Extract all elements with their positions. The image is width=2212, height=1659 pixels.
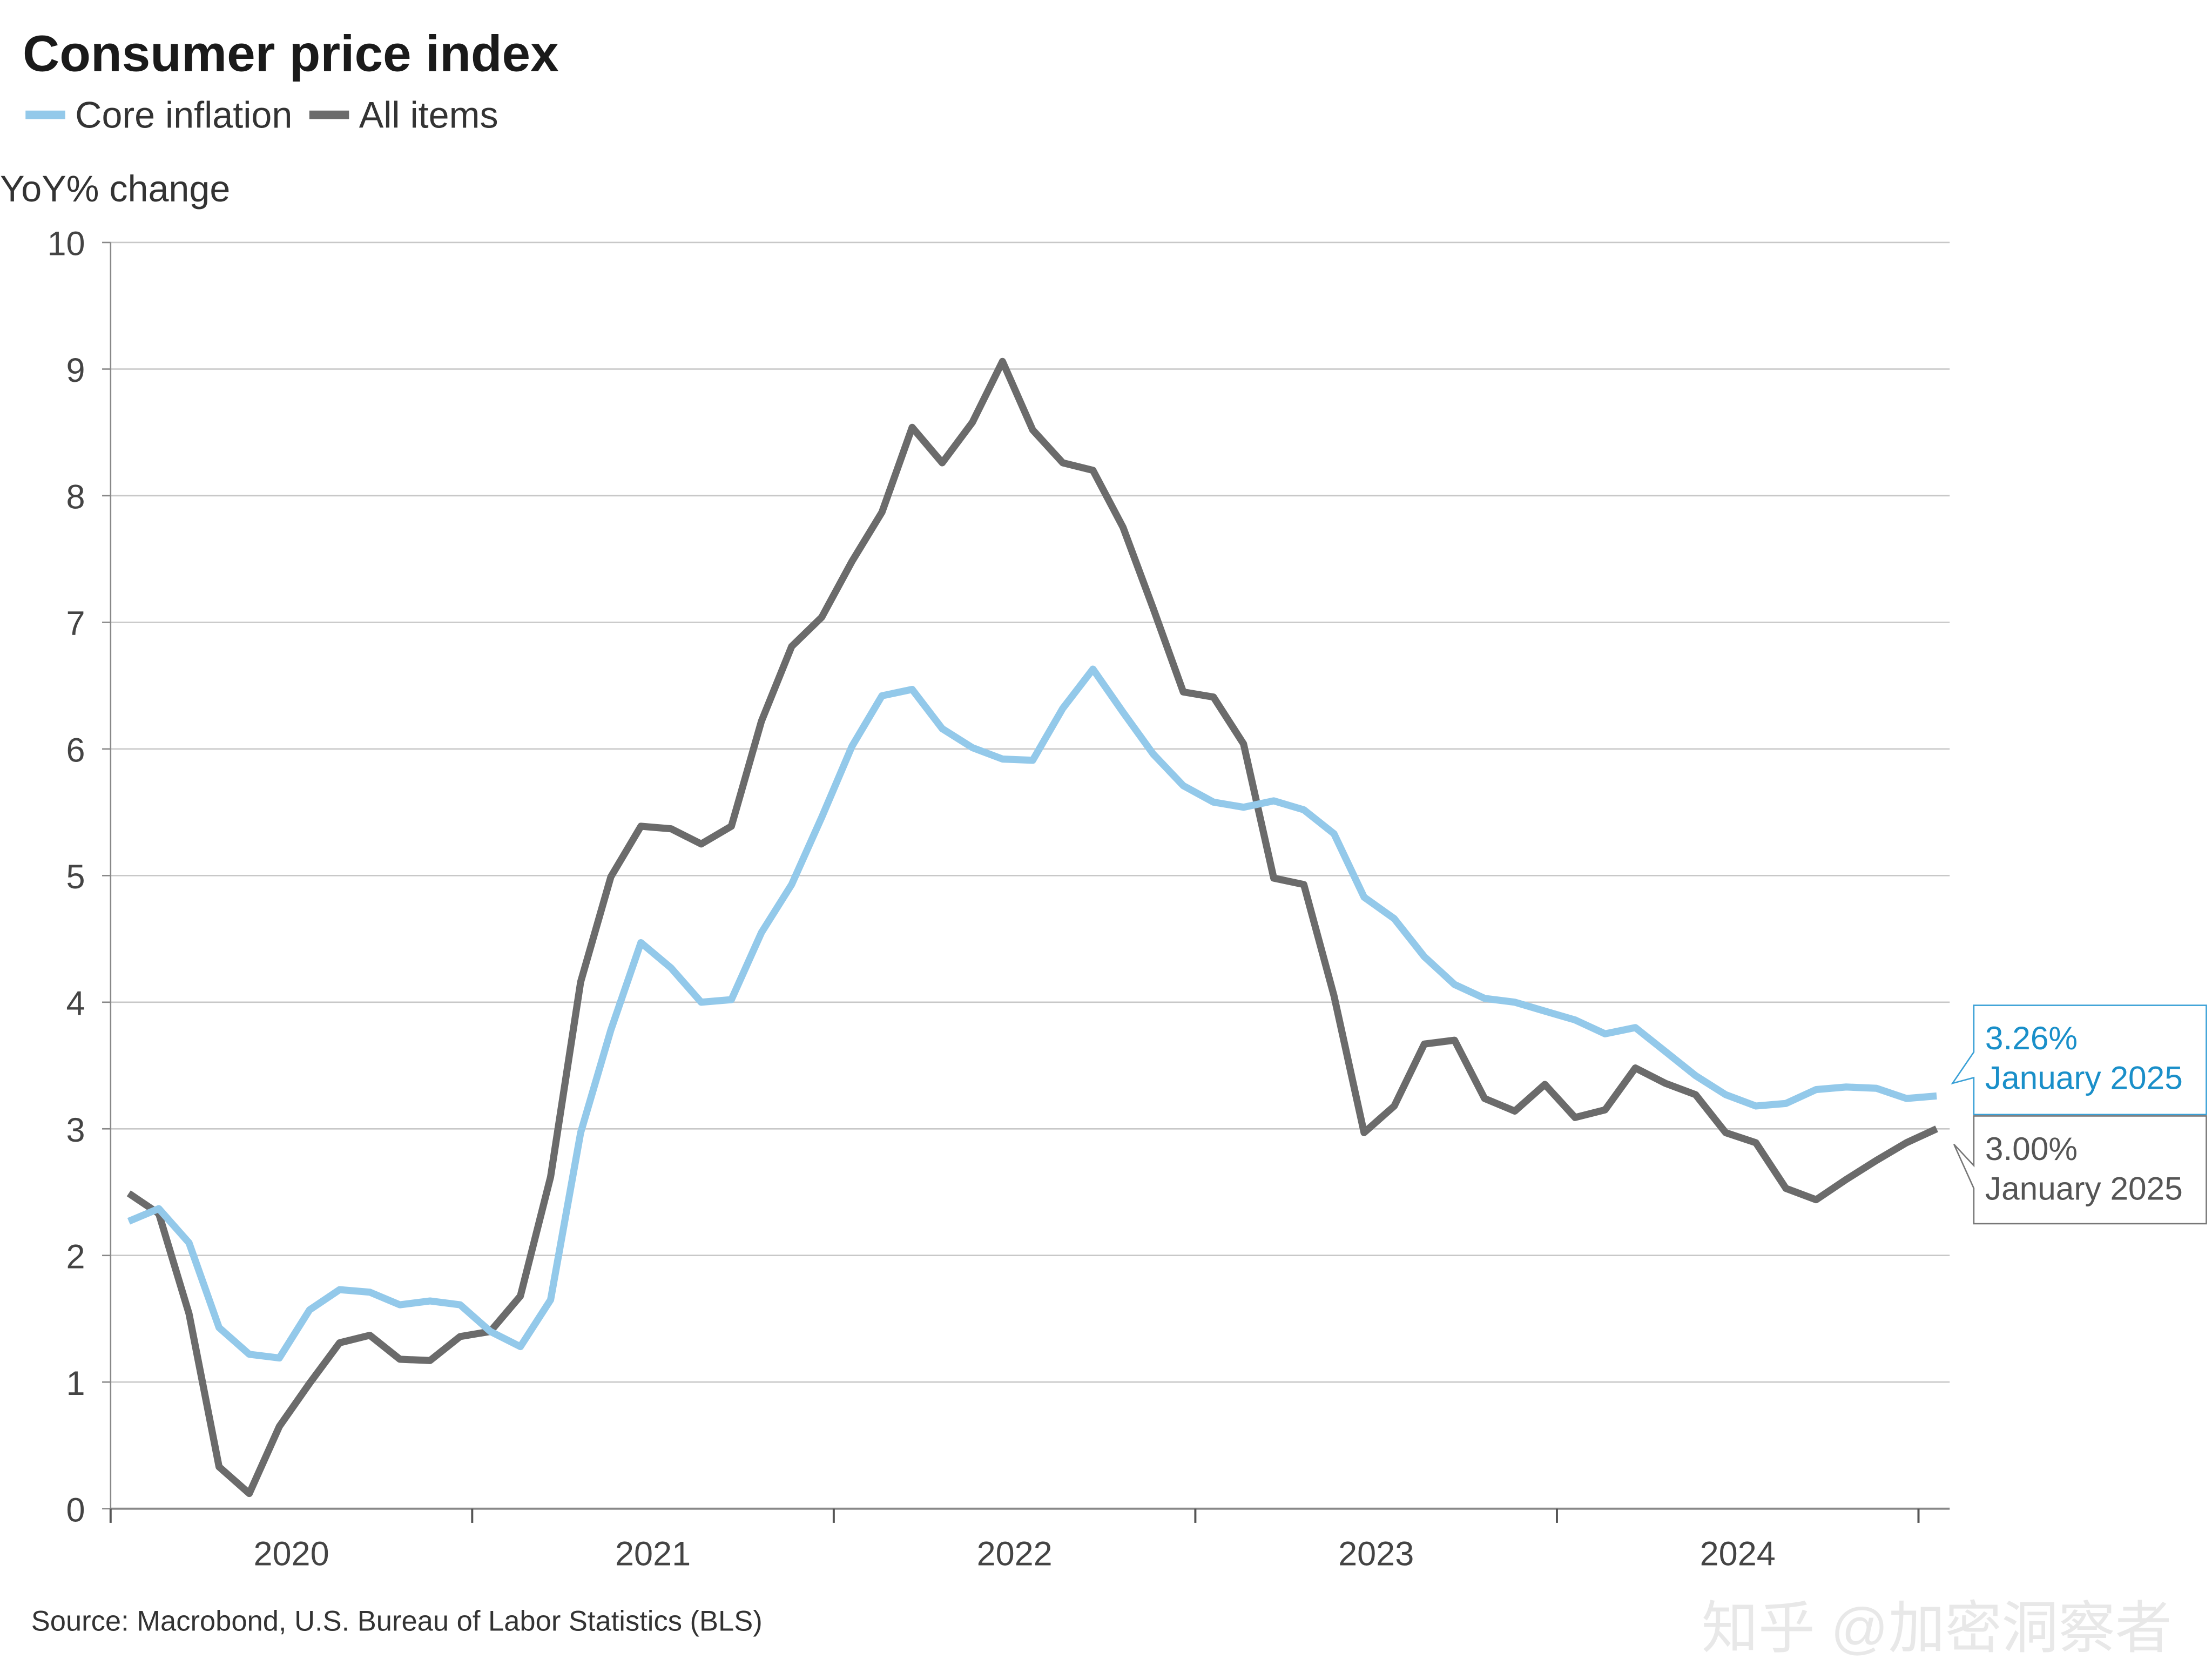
data-point-all [369, 1335, 370, 1336]
data-point-all [1816, 1199, 1817, 1200]
legend-label-all: All items [359, 95, 498, 136]
callout-all: 3.00% January 2025 [1953, 1115, 2207, 1225]
data-point-all [1002, 361, 1003, 362]
x-tick-label: 2020 [253, 1535, 329, 1573]
data-point-core [1364, 896, 1365, 898]
chart-title: Consumer price index [23, 25, 559, 82]
data-point-core [1635, 1027, 1636, 1028]
y-axis-ticks: 0 1 2 3 4 5 6 7 8 9 10 [47, 225, 112, 1529]
y-tick-label: 2 [66, 1238, 85, 1276]
callout-core-value: 3.26% [1985, 1020, 2078, 1056]
y-tick-label: 8 [66, 478, 85, 516]
series-line-all-items [126, 358, 1938, 1498]
y-tick-label: 6 [66, 731, 85, 769]
callout-all-value: 3.00% [1985, 1130, 2078, 1167]
data-point-all [279, 1426, 280, 1427]
x-tick-label: 2024 [1700, 1535, 1776, 1573]
gridlines [110, 241, 1950, 1383]
data-point-all [1092, 470, 1093, 471]
data-point-all [972, 422, 973, 423]
series-line-core-inflation [127, 665, 1937, 1362]
y-tick-label: 3 [66, 1111, 85, 1149]
data-point-all [1725, 1132, 1726, 1133]
y-axis-label: YoY% change [0, 168, 230, 210]
x-tick-label: 2021 [615, 1535, 691, 1573]
data-point-all [1665, 1083, 1666, 1084]
legend-label-core: Core inflation [75, 95, 292, 136]
callout-core-date: January 2025 [1985, 1059, 2183, 1096]
data-point-core [821, 817, 822, 818]
x-tick-label: 2023 [1338, 1535, 1414, 1573]
data-point-core [490, 1331, 491, 1332]
data-point-core [701, 1002, 702, 1003]
data-point-core [1424, 956, 1425, 957]
data-point-all [1273, 878, 1274, 879]
data-point-core [640, 942, 642, 943]
data-point-core [912, 689, 913, 690]
data-point-all [309, 1383, 310, 1384]
y-tick-label: 1 [66, 1365, 85, 1402]
data-point-all [731, 826, 732, 827]
y-tick-label: 4 [66, 984, 85, 1022]
data-point-core [972, 747, 973, 748]
y-tick-label: 10 [47, 225, 85, 263]
x-axis: 2020 2021 2022 2023 2024 [109, 1507, 1950, 1573]
callout-core: 3.26% January 2025 [1951, 1004, 2207, 1116]
data-point-core [1816, 1089, 1817, 1090]
y-tick-label: 9 [66, 352, 85, 389]
data-point-core [520, 1346, 521, 1347]
data-point-all [188, 1313, 190, 1314]
data-point-core [1665, 1051, 1666, 1052]
callout-all-date: January 2025 [1985, 1170, 2183, 1206]
x-tick-label: 2022 [977, 1535, 1053, 1573]
series-lines [126, 358, 1938, 1498]
data-point-all [1364, 1132, 1365, 1133]
source-note: Source: Macrobond, U.S. Bureau of Labor … [31, 1605, 763, 1637]
data-point-all [520, 1296, 521, 1297]
data-point-all [1153, 608, 1154, 609]
data-point-core [1092, 669, 1093, 670]
data-point-all [821, 617, 822, 618]
data-point-core [1876, 1088, 1877, 1089]
data-point-core [1906, 1098, 1907, 1099]
watermark: 知乎 @加密洞察者 [1702, 1597, 2172, 1659]
data-point-all [912, 427, 913, 428]
y-tick-label: 7 [66, 605, 85, 643]
y-tick-label: 0 [66, 1491, 85, 1529]
legend: Core inflation All items [25, 95, 498, 136]
data-point-all [640, 826, 642, 827]
y-tick-label: 5 [66, 858, 85, 896]
data-point-core [1454, 984, 1455, 985]
data-point-all [1454, 1040, 1455, 1041]
